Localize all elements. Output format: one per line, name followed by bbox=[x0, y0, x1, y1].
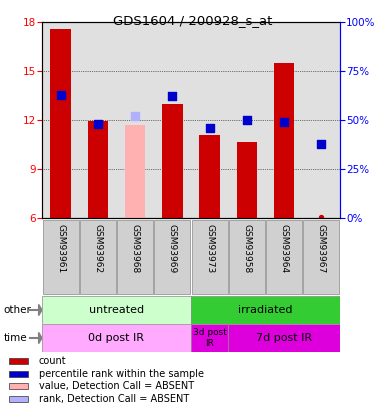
Text: GSM93967: GSM93967 bbox=[317, 224, 326, 273]
Polygon shape bbox=[38, 305, 42, 315]
Text: value, Detection Call = ABSENT: value, Detection Call = ABSENT bbox=[39, 381, 194, 391]
Bar bbox=[9, 383, 27, 389]
Bar bbox=[9, 358, 27, 364]
Point bbox=[206, 125, 213, 131]
Text: 0d post IR: 0d post IR bbox=[89, 333, 144, 343]
Text: GSM93973: GSM93973 bbox=[205, 224, 214, 273]
Text: irradiated: irradiated bbox=[238, 305, 293, 315]
Bar bbox=[88, 121, 108, 218]
Text: GSM93958: GSM93958 bbox=[243, 224, 251, 273]
Point bbox=[95, 121, 101, 127]
Point bbox=[244, 117, 250, 123]
Text: untreated: untreated bbox=[89, 305, 144, 315]
Text: other: other bbox=[3, 305, 31, 315]
Text: percentile rank within the sample: percentile rank within the sample bbox=[39, 369, 204, 379]
Bar bbox=[162, 104, 182, 218]
Text: GSM93964: GSM93964 bbox=[280, 224, 289, 273]
Bar bbox=[50, 28, 71, 218]
Bar bbox=[266, 220, 302, 294]
Bar bbox=[9, 396, 27, 402]
Text: rank, Detection Call = ABSENT: rank, Detection Call = ABSENT bbox=[39, 394, 189, 404]
Point bbox=[281, 119, 287, 125]
Text: 3d post
IR: 3d post IR bbox=[192, 328, 226, 348]
Text: GSM93968: GSM93968 bbox=[131, 224, 140, 273]
Polygon shape bbox=[38, 333, 42, 343]
Text: 7d post IR: 7d post IR bbox=[256, 333, 312, 343]
Bar bbox=[274, 63, 295, 218]
Text: GSM93962: GSM93962 bbox=[94, 224, 102, 273]
Bar bbox=[237, 142, 257, 218]
Text: GSM93969: GSM93969 bbox=[168, 224, 177, 273]
Bar bbox=[228, 324, 340, 352]
Bar bbox=[303, 220, 339, 294]
Bar bbox=[9, 371, 27, 377]
Bar bbox=[125, 125, 146, 218]
Bar bbox=[42, 324, 191, 352]
Text: GSM93961: GSM93961 bbox=[56, 224, 65, 273]
Point bbox=[318, 140, 325, 147]
Bar bbox=[199, 135, 220, 218]
Bar bbox=[42, 296, 191, 324]
Bar bbox=[229, 220, 265, 294]
Point bbox=[169, 93, 176, 100]
Bar bbox=[117, 220, 153, 294]
Bar bbox=[192, 220, 228, 294]
Point bbox=[57, 91, 64, 98]
Bar bbox=[80, 220, 116, 294]
Text: count: count bbox=[39, 356, 66, 366]
Point bbox=[132, 113, 138, 119]
Text: time: time bbox=[3, 333, 27, 343]
Bar bbox=[154, 220, 190, 294]
Bar bbox=[191, 296, 340, 324]
Point bbox=[318, 214, 325, 220]
Text: GDS1604 / 200928_s_at: GDS1604 / 200928_s_at bbox=[113, 14, 272, 27]
Bar bbox=[43, 220, 79, 294]
Bar bbox=[191, 324, 228, 352]
